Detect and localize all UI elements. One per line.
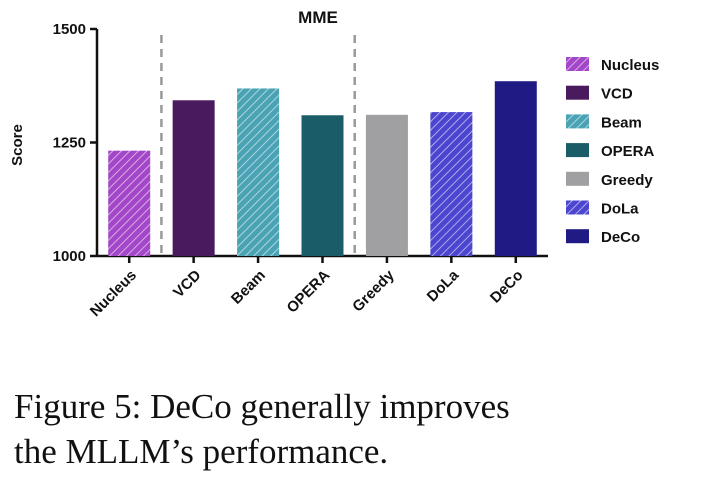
legend-swatch-opera (566, 143, 589, 158)
y-tick-label-1500: 1500 (53, 21, 86, 38)
plot-area: 1000 1250 1500 Nucleus VCD Beam OPERA Greedy DoL… (53, 21, 548, 320)
x-tick-label-greedy: Greedy (349, 266, 398, 315)
chart-title: MME (298, 8, 338, 27)
legend-swatch-greedy (566, 171, 589, 186)
legend-label-opera: OPERA (601, 143, 655, 160)
x-tick-label-dola: DoLa (424, 266, 463, 305)
bar-dola (430, 112, 473, 256)
y-axis-label: Score (9, 124, 26, 166)
x-tick-label-nucleus: Nucleus (87, 267, 140, 320)
caption-line-2: the MLLM’s performance. (14, 432, 389, 471)
x-tick-label-beam: Beam (228, 267, 269, 308)
bar-opera (301, 115, 344, 256)
figure-caption: Figure 5: DeCo generally improves the ML… (14, 384, 694, 474)
legend-label-vcd: VCD (601, 86, 633, 103)
legend-swatch-deco (566, 229, 589, 244)
bar-beam (237, 88, 280, 256)
legend-label-dola: DoLa (601, 201, 639, 218)
legend-swatch-dola (566, 200, 589, 215)
legend-swatch-beam (566, 114, 589, 129)
legend: Nucleus VCD Beam OPERA Greedy DoLa DeCo (566, 57, 659, 246)
x-tick-label-deco: DeCo (487, 267, 527, 307)
y-tick-label-1000: 1000 (53, 248, 86, 265)
legend-swatch-vcd (566, 85, 589, 100)
x-tick-label-vcd: VCD (170, 267, 205, 302)
chart: MME Score 1000 1250 1500 Nucleus VCD Beam OPER… (9, 8, 659, 320)
legend-swatch-nucleus (566, 57, 589, 71)
legend-label-greedy: Greedy (601, 172, 653, 189)
y-tick-label-1250: 1250 (53, 135, 86, 152)
legend-label-beam: Beam (601, 114, 642, 131)
bar-greedy (365, 114, 408, 256)
legend-label-nucleus: Nucleus (601, 57, 659, 74)
bar-nucleus (108, 150, 151, 256)
bar-deco (494, 81, 537, 257)
caption-line-1: Figure 5: DeCo generally improves (14, 387, 510, 426)
bar-vcd (172, 100, 215, 256)
legend-label-deco: DeCo (601, 229, 640, 246)
x-tick-label-opera: OPERA (284, 267, 334, 317)
